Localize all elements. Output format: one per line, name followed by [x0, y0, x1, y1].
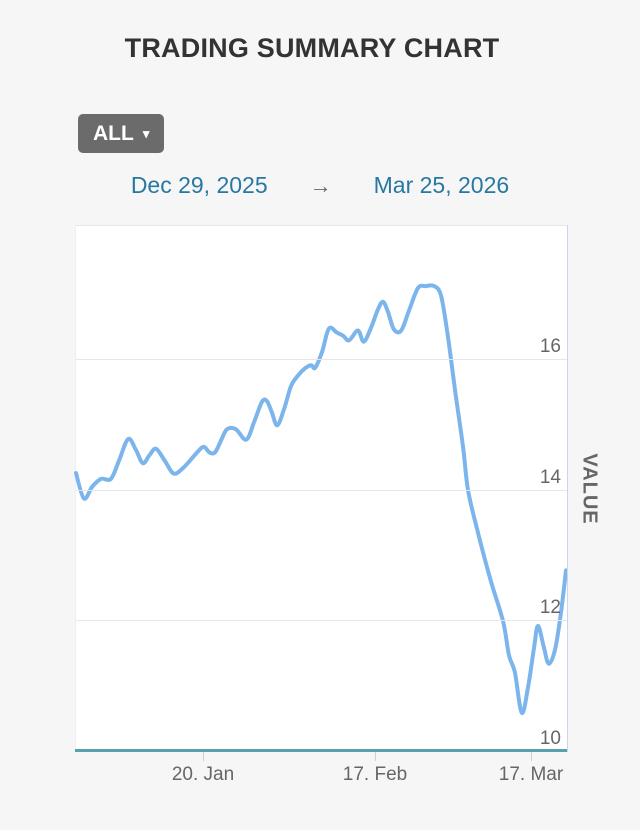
series-line [74, 283, 568, 715]
chevron-down-icon: ▾ [142, 126, 150, 141]
x-tick-label: 17. Feb [342, 764, 408, 785]
y-axis-title: VALUE [578, 453, 601, 525]
y-grid-line [76, 490, 567, 491]
x-axis-line [75, 749, 568, 752]
y-grid-line [76, 359, 567, 360]
y-grid-line [76, 620, 567, 621]
date-range-start[interactable]: Dec 29, 2025 [130, 172, 268, 198]
x-tick-label: 20. Jan [171, 764, 235, 785]
arrow-right-icon: → [309, 172, 332, 198]
y-tick-label: 14 [539, 467, 561, 488]
y-axis-line [567, 225, 568, 752]
x-tick-mark [375, 752, 376, 761]
plot-area[interactable] [74, 225, 568, 752]
date-range-end[interactable]: Mar 25, 2026 [373, 172, 510, 198]
date-range: Dec 29, 2025 → Mar 25, 2026 [0, 172, 640, 199]
series-svg [74, 283, 568, 715]
y-tick-label: 12 [539, 597, 561, 618]
y-tick-label: 16 [539, 336, 561, 357]
y-tick-label: 10 [539, 728, 561, 749]
range-dropdown-button[interactable]: ALL ▾ [78, 114, 165, 153]
x-tick-label: 17. Mar [498, 764, 564, 785]
x-tick-mark [531, 752, 532, 761]
range-dropdown-label: ALL [93, 121, 134, 145]
x-tick-mark [203, 752, 204, 761]
page-title: TRADING SUMMARY CHART [124, 33, 500, 63]
